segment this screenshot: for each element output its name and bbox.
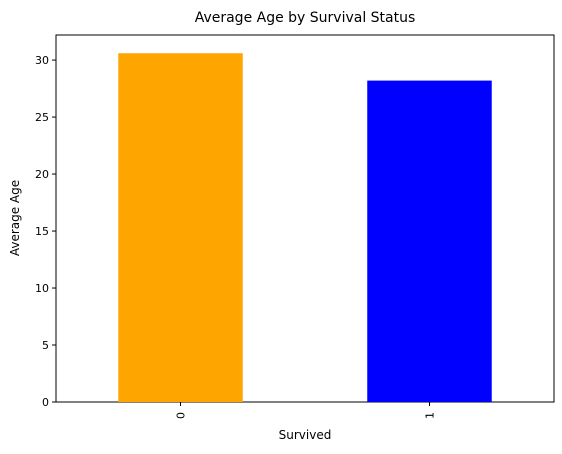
bar-survived-1 <box>367 80 492 402</box>
chart-title: Average Age by Survival Status <box>195 10 416 26</box>
y-tick-label: 25 <box>35 111 49 124</box>
bar-survived-0 <box>118 53 243 403</box>
y-tick-label: 10 <box>35 282 49 295</box>
y-tick-label: 30 <box>35 54 49 67</box>
y-axis-ticks: 0 5 10 15 20 25 30 <box>35 54 56 409</box>
y-tick-label: 15 <box>35 225 49 238</box>
x-axis-label: Survived <box>279 428 332 442</box>
y-tick-label: 5 <box>42 339 49 352</box>
bars-group <box>118 53 492 403</box>
x-tick-label: 0 <box>175 412 188 419</box>
y-axis-label: Average Age <box>8 180 22 256</box>
y-tick-label: 0 <box>42 396 49 409</box>
x-tick-label: 1 <box>424 412 437 419</box>
y-tick-label: 20 <box>35 168 49 181</box>
